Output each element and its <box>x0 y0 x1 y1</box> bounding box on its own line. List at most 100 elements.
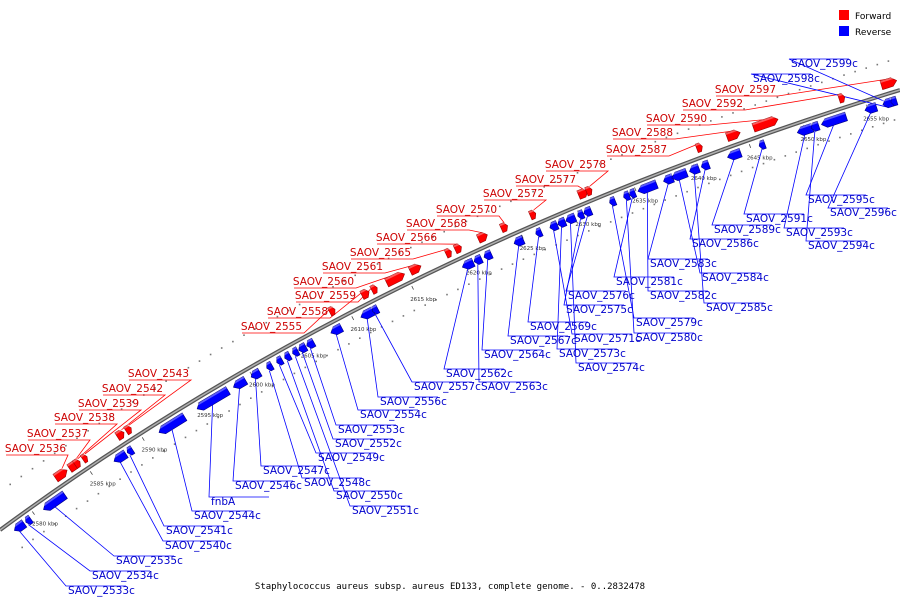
gene-saov-2559[interactable] <box>369 283 379 295</box>
gene-saov-2552c-shape[interactable] <box>297 342 309 355</box>
gene-saov-2539-shape[interactable] <box>79 453 89 464</box>
gene-saov-2540c-shape[interactable] <box>112 449 129 465</box>
gene-saov-2571c[interactable] <box>548 220 560 232</box>
gene-saov-2550c-shape[interactable] <box>283 350 293 362</box>
gene-saov-2588-shape[interactable] <box>725 128 741 142</box>
gene-saov-2549c[interactable] <box>274 355 285 367</box>
gene-label[interactable]: SAOV_2564c <box>484 349 551 361</box>
gene-saov-2579c[interactable] <box>607 196 618 207</box>
gene-saov-2555-shape[interactable] <box>327 305 338 317</box>
gene-saov-2533c[interactable] <box>11 519 28 534</box>
gene-label[interactable]: SAOV_2561 <box>322 261 383 273</box>
gene-saov-2563c[interactable] <box>472 253 484 266</box>
gene-saov-2543[interactable] <box>123 423 134 436</box>
gene-saov-2575c[interactable] <box>575 209 586 221</box>
gene-label[interactable]: SAOV_2554c <box>360 409 427 421</box>
gene-saov-2587-shape[interactable] <box>694 142 704 154</box>
gene-saov-2569c[interactable] <box>534 227 544 238</box>
gene-label[interactable]: SAOV_2582c <box>650 290 717 302</box>
gene-saov-2584c[interactable] <box>670 167 689 182</box>
gene-label[interactable]: SAOV_2584c <box>702 272 769 284</box>
gene-saov-2572-shape[interactable] <box>528 209 537 221</box>
gene-saov-2538[interactable] <box>71 457 82 469</box>
gene-saov-2581c-shape[interactable] <box>628 188 638 199</box>
gene-label[interactable]: SAOV_2542 <box>102 383 163 395</box>
gene-saov-2539[interactable] <box>79 452 89 464</box>
gene-saov-2573c-shape[interactable] <box>556 216 568 228</box>
gene-saov-2591c-shape[interactable] <box>758 139 767 150</box>
gene-label[interactable]: SAOV_2595c <box>808 194 875 206</box>
gene-saov-2557c-shape[interactable] <box>370 304 381 316</box>
gene-saov-2557c[interactable] <box>370 304 381 316</box>
gene-saov-2595c-shape[interactable] <box>820 111 848 129</box>
gene-saov-2558-shape[interactable] <box>359 288 371 300</box>
gene-label[interactable]: SAOV_2598c <box>753 73 820 85</box>
gene-saov-2590[interactable] <box>751 114 780 133</box>
gene-label[interactable]: SAOV_2533c <box>68 585 135 597</box>
gene-label[interactable]: SAOV_2552c <box>335 438 402 450</box>
gene-saov-2568-shape[interactable] <box>475 231 489 244</box>
gene-label[interactable]: SAOV_2548c <box>304 477 371 489</box>
gene-saov-2580c-shape[interactable] <box>622 190 632 202</box>
gene-label[interactable]: SAOV_2591c <box>746 213 813 225</box>
gene-label[interactable]: SAOV_2590 <box>646 113 707 125</box>
gene-label[interactable]: SAOV_2585c <box>706 302 773 314</box>
gene-saov-2564c[interactable] <box>482 249 494 262</box>
gene-saov-2589c[interactable] <box>725 148 743 161</box>
gene-saov-2543-shape[interactable] <box>123 424 134 436</box>
gene-saov-2582c[interactable] <box>636 179 659 196</box>
gene-saov-2567c[interactable] <box>512 235 526 247</box>
gene-saov-2552c[interactable] <box>296 342 309 355</box>
gene-saov-2559-shape[interactable] <box>369 284 379 295</box>
gene-label[interactable]: SAOV_2592 <box>682 98 743 110</box>
gene-saov-2547c-shape[interactable] <box>249 367 263 381</box>
gene-saov-2594c-shape[interactable] <box>810 120 821 132</box>
gene-label[interactable]: SAOV_2567c <box>510 335 577 347</box>
gene-label[interactable]: fnbA <box>211 496 236 508</box>
gene-label[interactable]: SAOV_2569c <box>530 321 597 333</box>
gene-saov-2566-shape[interactable] <box>452 243 463 255</box>
gene-label[interactable]: SAOV_2556c <box>380 396 447 408</box>
gene-saov-2546c-shape[interactable] <box>231 375 249 391</box>
gene-saov-2566[interactable] <box>452 242 463 255</box>
gene-saov-2544c-shape[interactable] <box>157 412 188 436</box>
gene-label[interactable]: SAOV_2547c <box>263 465 330 477</box>
gene-label[interactable]: SAOV_2565 <box>350 247 411 259</box>
gene-saov-2570-shape[interactable] <box>498 222 509 234</box>
gene-saov-2546c[interactable] <box>231 375 249 391</box>
gene-saov-2554c[interactable] <box>328 323 345 337</box>
gene-saov-2556c[interactable] <box>358 306 376 321</box>
gene-fnba-shape[interactable] <box>195 386 231 413</box>
gene-label[interactable]: SAOV_2583c <box>650 258 717 270</box>
gene-saov-2586c-shape[interactable] <box>700 159 711 171</box>
gene-saov-2599c[interactable] <box>889 95 899 107</box>
gene-label[interactable]: SAOV_2599c <box>791 58 858 70</box>
gene-saov-2575c-shape[interactable] <box>576 209 586 221</box>
gene-saov-2533c-shape[interactable] <box>12 519 28 534</box>
gene-saov-2585c-shape[interactable] <box>688 163 701 176</box>
gene-saov-2570[interactable] <box>498 221 509 234</box>
gene-saov-2562c[interactable] <box>460 257 476 271</box>
gene-saov-2577[interactable] <box>576 187 590 200</box>
gene-label[interactable]: SAOV_2555 <box>241 321 302 333</box>
gene-label[interactable]: SAOV_2553c <box>338 424 405 436</box>
gene-label[interactable]: SAOV_2575c <box>566 304 633 316</box>
gene-saov-2565-shape[interactable] <box>443 247 453 259</box>
gene-saov-2541c[interactable] <box>124 445 136 457</box>
gene-saov-2597-shape[interactable] <box>879 76 898 90</box>
gene-label[interactable]: SAOV_2541c <box>166 525 233 537</box>
gene-saov-2535c[interactable] <box>40 490 68 513</box>
gene-label[interactable]: SAOV_2568 <box>406 218 467 230</box>
gene-label[interactable]: SAOV_2578 <box>545 159 606 171</box>
gene-saov-2554c-shape[interactable] <box>329 323 345 337</box>
gene-saov-2592-shape[interactable] <box>837 93 846 104</box>
gene-saov-2599c-shape[interactable] <box>890 95 899 107</box>
gene-label[interactable]: SAOV_2577 <box>515 174 576 186</box>
gene-saov-2576c-shape[interactable] <box>582 205 594 217</box>
gene-label[interactable]: SAOV_2572 <box>483 188 544 200</box>
gene-saov-2581c[interactable] <box>627 188 638 199</box>
gene-label[interactable]: SAOV_2580c <box>636 332 703 344</box>
gene-label[interactable]: SAOV_2587 <box>606 144 667 156</box>
gene-saov-2549c-shape[interactable] <box>275 355 285 367</box>
gene-saov-2568[interactable] <box>475 230 489 244</box>
